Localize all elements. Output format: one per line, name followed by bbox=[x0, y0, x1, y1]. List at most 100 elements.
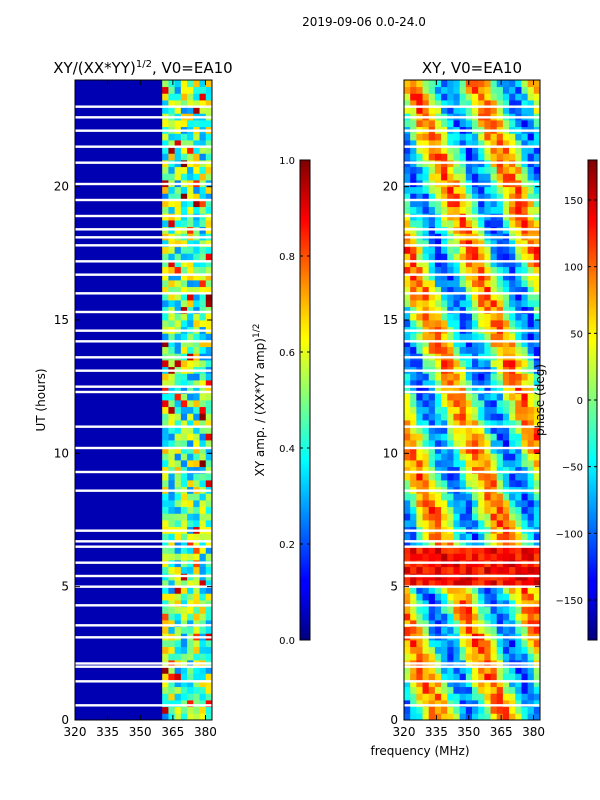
heatmap-cell bbox=[465, 706, 473, 714]
heatmap-cell bbox=[521, 386, 529, 394]
flagged-gap-line bbox=[404, 198, 540, 202]
heatmap-cell bbox=[205, 480, 213, 488]
heatmap-cell bbox=[174, 206, 182, 214]
heatmap-cell bbox=[533, 460, 541, 468]
heatmap-cell bbox=[416, 553, 423, 561]
heatmap-cell bbox=[416, 320, 423, 328]
heatmap-cell bbox=[205, 120, 213, 128]
heatmap-cell bbox=[428, 273, 436, 281]
heatmap-cell bbox=[453, 500, 461, 508]
heatmap-cell bbox=[515, 273, 522, 281]
heatmap-cell bbox=[404, 500, 411, 508]
heatmap-cell bbox=[459, 373, 467, 381]
heatmap-cell bbox=[168, 620, 176, 628]
heatmap-cell bbox=[484, 253, 491, 261]
heatmap-cell bbox=[168, 386, 176, 394]
heatmap-cell bbox=[490, 153, 498, 161]
heatmap-cell bbox=[509, 533, 516, 541]
heatmap-cell bbox=[453, 340, 461, 348]
heatmap-cell bbox=[502, 473, 510, 481]
heatmap-cell bbox=[205, 673, 213, 681]
heatmap-cell bbox=[199, 200, 207, 208]
heatmap-cell bbox=[533, 406, 541, 414]
heatmap-cell bbox=[509, 646, 516, 654]
heatmap-cell bbox=[453, 420, 461, 428]
heatmap-cell bbox=[410, 80, 417, 88]
heatmap-cell bbox=[447, 320, 454, 328]
heatmap-cell bbox=[447, 93, 454, 101]
heatmap-cell bbox=[447, 120, 454, 128]
heatmap-cell bbox=[162, 466, 169, 474]
heatmap-cell bbox=[187, 506, 194, 514]
flagged-gap-line bbox=[404, 228, 540, 231]
heatmap-cell bbox=[533, 306, 541, 314]
heatmap-cell bbox=[162, 446, 169, 454]
heatmap-cell bbox=[453, 440, 461, 448]
heatmap-cell bbox=[521, 413, 529, 421]
heatmap-cell bbox=[174, 600, 182, 608]
heatmap-cell bbox=[205, 146, 213, 154]
heatmap-cell bbox=[465, 693, 473, 701]
flagged-gap-line bbox=[75, 561, 212, 564]
heatmap-cell bbox=[515, 406, 522, 414]
heatmap-cell bbox=[465, 500, 473, 508]
heatmap-cell bbox=[416, 646, 423, 654]
heatmap-cell bbox=[180, 186, 188, 194]
heatmap-cell bbox=[199, 433, 207, 441]
y-tick-label: 20 bbox=[383, 180, 398, 194]
heatmap-cell bbox=[527, 133, 535, 141]
flagged-gap-line bbox=[404, 470, 540, 474]
heatmap-cell bbox=[496, 86, 504, 94]
heatmap-cell bbox=[416, 626, 423, 634]
heatmap-cell bbox=[447, 626, 454, 634]
heatmap-cell bbox=[478, 133, 485, 141]
heatmap-cell bbox=[187, 293, 194, 301]
heatmap-cell bbox=[168, 373, 176, 381]
heatmap-cell bbox=[496, 593, 504, 601]
heatmap-cell bbox=[174, 446, 182, 454]
heatmap-cell bbox=[174, 473, 182, 481]
heatmap-cell bbox=[434, 500, 442, 508]
heatmap-cell bbox=[422, 380, 430, 388]
heatmap-cell bbox=[502, 700, 510, 708]
heatmap-cell bbox=[490, 86, 498, 94]
heatmap-cell bbox=[472, 80, 479, 88]
heatmap-cell bbox=[459, 713, 467, 721]
heatmap-cell bbox=[484, 580, 491, 588]
heatmap-cell bbox=[404, 206, 411, 214]
heatmap-cell bbox=[168, 120, 176, 128]
heatmap-cell bbox=[515, 713, 522, 721]
heatmap-cell bbox=[453, 300, 461, 308]
heatmap-cell bbox=[428, 153, 436, 161]
heatmap-cell bbox=[428, 446, 436, 454]
heatmap-cell bbox=[490, 246, 498, 254]
heatmap-cell bbox=[441, 313, 448, 321]
heatmap-cell bbox=[441, 193, 448, 201]
colorbar-tick-label: 0.4 bbox=[279, 444, 295, 455]
heatmap-cell bbox=[416, 386, 423, 394]
heatmap-cell bbox=[205, 666, 213, 674]
heatmap-cell bbox=[496, 600, 504, 608]
heatmap-cell bbox=[434, 700, 442, 708]
heatmap-cell bbox=[205, 653, 213, 661]
heatmap-cell bbox=[490, 666, 498, 674]
heatmap-cell bbox=[521, 186, 529, 194]
heatmap-cell bbox=[533, 193, 541, 201]
heatmap-cell bbox=[187, 646, 194, 654]
heatmap-cell bbox=[162, 580, 169, 588]
heatmap-cell bbox=[521, 346, 529, 354]
flagged-gap-line bbox=[75, 390, 212, 394]
colorbar-tick-label: 50 bbox=[570, 329, 583, 340]
heatmap-cell bbox=[459, 173, 467, 181]
heatmap-cell bbox=[187, 713, 194, 721]
heatmap-cell bbox=[199, 253, 207, 261]
heatmap-cell bbox=[521, 340, 529, 348]
heatmap-cell bbox=[447, 346, 454, 354]
heatmap-cell bbox=[174, 100, 182, 108]
heatmap-cell bbox=[478, 140, 485, 148]
heatmap-cell bbox=[509, 566, 516, 574]
heatmap-cell bbox=[168, 186, 176, 194]
heatmap-cell bbox=[478, 186, 485, 194]
heatmap-cell bbox=[205, 473, 213, 481]
heatmap-cell bbox=[193, 166, 200, 174]
